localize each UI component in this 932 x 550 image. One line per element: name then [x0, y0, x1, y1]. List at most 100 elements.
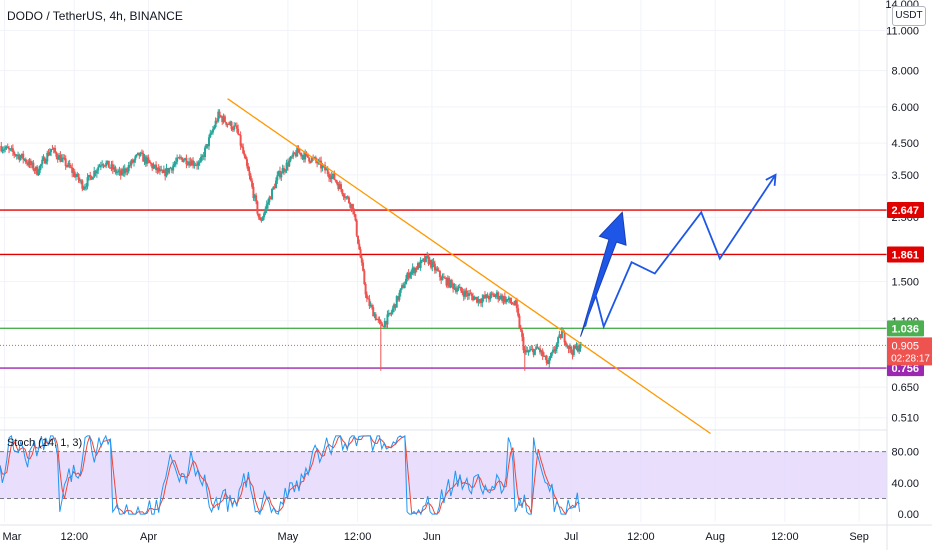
candle-body [478, 299, 481, 302]
candle-body [518, 315, 521, 328]
candle-body [43, 157, 46, 164]
candle-body [77, 173, 80, 180]
candle-body [466, 293, 469, 296]
candle-body [461, 290, 464, 294]
candle-body [194, 164, 197, 166]
candle-body [320, 160, 323, 169]
candle-body [482, 295, 485, 299]
candle-body [578, 348, 581, 352]
candle-body [357, 235, 360, 244]
candle-body [253, 195, 256, 198]
candle-body [72, 171, 75, 173]
candle-body [28, 160, 31, 166]
candle-body [251, 180, 254, 187]
candle-body [133, 159, 136, 163]
candle-body [433, 263, 436, 271]
candle-body [152, 165, 155, 169]
candle-body [334, 179, 337, 182]
candle-body [34, 166, 37, 171]
candle-body [563, 332, 566, 343]
candle-body [68, 163, 71, 167]
candle-body [543, 355, 546, 357]
candle-body [271, 188, 274, 200]
time-tick-label: Mar [3, 531, 22, 543]
candle-body [470, 293, 473, 297]
candle-body [354, 214, 357, 221]
candle-body [501, 295, 504, 302]
candle-body [135, 154, 138, 157]
candle-body [256, 201, 259, 214]
candle-body [398, 292, 401, 300]
candle-body [32, 162, 35, 170]
candle-body [264, 208, 267, 214]
candle-body [370, 304, 373, 308]
candle-body [444, 277, 447, 279]
candle-body [415, 267, 418, 270]
trendline[interactable] [227, 98, 711, 435]
candle-body [64, 158, 67, 166]
candle-body [428, 259, 431, 264]
candle-body [155, 164, 158, 171]
candle-body [39, 164, 42, 167]
time-tick-label: Sep [849, 531, 869, 543]
stoch-title: Stoch (14, 1, 3) [7, 437, 83, 449]
candle-body [418, 263, 421, 268]
candle-body [27, 163, 30, 166]
candle-body [445, 278, 448, 286]
candle-body [337, 183, 340, 190]
current-price-label: 0.905 [891, 340, 919, 352]
candle-body [226, 123, 229, 125]
candle-body [217, 111, 220, 122]
candle-body [391, 308, 394, 313]
candle-body [215, 120, 218, 122]
candle-body [233, 125, 236, 130]
candle-body [555, 343, 558, 350]
candle-body [56, 156, 59, 160]
candle-body [223, 116, 226, 123]
candle-body [535, 346, 538, 350]
candle-body [457, 287, 460, 290]
candle-body [310, 157, 313, 162]
candle-body [176, 157, 179, 162]
candle-body [435, 268, 438, 271]
candle-body [473, 297, 476, 301]
candle-body [111, 164, 114, 170]
candle-body [487, 298, 490, 300]
candle-body [288, 160, 291, 167]
horizontal-levels[interactable] [0, 209, 887, 369]
price-tick-label: 1.500 [891, 277, 919, 289]
candle-body [265, 204, 268, 209]
candle-body [544, 355, 547, 357]
candle-body [341, 189, 344, 195]
candle-body [51, 148, 54, 150]
candle-body [168, 168, 171, 173]
candle-body [456, 289, 459, 292]
candle-body [494, 295, 497, 297]
time-tick-label: 12:00 [627, 531, 655, 543]
bar-countdown: 02:28:17 [891, 353, 930, 364]
candle-body [127, 165, 130, 172]
candle-body [193, 164, 196, 166]
candle-body [532, 349, 535, 355]
candle-body [277, 170, 280, 176]
candle-body [243, 153, 246, 156]
candle-body [510, 301, 513, 304]
candle-body [477, 299, 480, 303]
candle-body [527, 351, 530, 353]
candle-body [122, 169, 125, 174]
candle-body [499, 295, 502, 299]
candle-body [94, 170, 97, 174]
projection-drawing[interactable] [580, 173, 777, 337]
stoch-tick-label: 80.00 [891, 447, 919, 459]
level-price-tag [887, 202, 924, 219]
candle-body [178, 157, 181, 159]
candle-body [182, 160, 185, 162]
candle-body [184, 158, 187, 161]
candle-body [515, 300, 518, 309]
candle-body [308, 157, 311, 162]
candle-body [442, 276, 445, 278]
candle-body [298, 152, 301, 154]
currency-button[interactable]: USDT [892, 6, 926, 26]
stoch-band [0, 451, 887, 499]
projection-arrowhead [765, 173, 777, 186]
